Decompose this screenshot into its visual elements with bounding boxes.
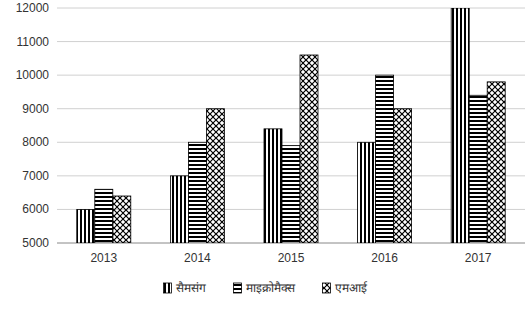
y-tick-label: 6000 — [22, 202, 49, 216]
legend: सैमसंग माइक्रोमैक्स एमआई — [164, 281, 368, 295]
legend-swatch — [323, 283, 331, 293]
y-tick-label: 12000 — [16, 1, 50, 15]
bar — [206, 109, 224, 243]
x-tick-label: 2013 — [90, 251, 117, 265]
bar — [188, 142, 206, 243]
legend-swatch — [234, 283, 242, 293]
bar — [95, 189, 113, 243]
bar — [469, 95, 487, 243]
y-tick-label: 11000 — [17, 35, 50, 49]
x-tick-label: 2015 — [278, 251, 305, 265]
bar — [376, 75, 394, 243]
y-tick-label: 10000 — [16, 68, 50, 82]
legend-item: माइक्रोमैक्स — [234, 281, 296, 295]
bar — [487, 82, 505, 243]
legend-swatch — [164, 283, 172, 293]
y-tick-label: 9000 — [22, 102, 49, 116]
y-tick-label: 8000 — [22, 135, 49, 149]
x-tick-label: 2016 — [371, 251, 398, 265]
y-tick-label: 7000 — [22, 169, 49, 183]
chart-container: 5000 6000 7000 8000 9000 10000 11000 12000 2013 2… — [0, 0, 530, 313]
legend-label: एमआई — [335, 281, 368, 295]
bar — [264, 129, 282, 243]
bar — [77, 209, 95, 243]
bar — [358, 142, 376, 243]
chart: 5000 6000 7000 8000 9000 10000 11000 12000 2013 2… — [0, 0, 530, 313]
legend-item: एमआई — [323, 281, 368, 295]
x-tick-label: 2014 — [184, 251, 211, 265]
y-tick-label: 5000 — [22, 236, 49, 250]
bar — [113, 196, 131, 243]
bar — [282, 146, 300, 243]
bars — [77, 8, 505, 243]
legend-label: सैमसंग — [176, 281, 206, 295]
bar — [170, 176, 188, 243]
bar — [394, 109, 412, 243]
bar — [300, 55, 318, 243]
bar — [451, 8, 469, 243]
x-tick-label: 2017 — [465, 251, 492, 265]
legend-label: माइक्रोमैक्स — [246, 281, 296, 295]
legend-item: सैमसंग — [164, 281, 206, 295]
